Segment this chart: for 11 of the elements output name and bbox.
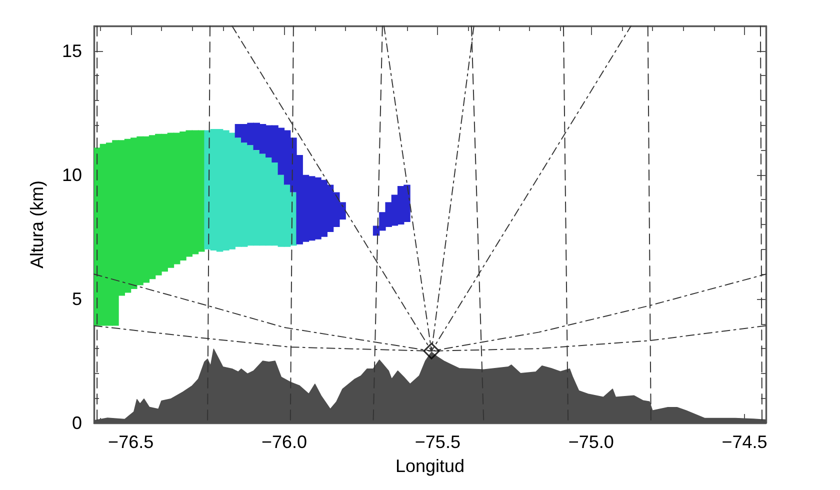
x-axis-title: Longitud — [395, 456, 465, 476]
x-tick-label: −75.0 — [568, 432, 614, 452]
y-tick-label: 10 — [62, 164, 82, 185]
y-tick-label: 15 — [62, 40, 82, 61]
x-tick-label: −75.5 — [414, 432, 460, 452]
y-tick-label: 0 — [72, 413, 82, 433]
x-tick-label: −74.5 — [722, 432, 768, 452]
x-tick-label: −76.5 — [108, 432, 154, 452]
y-tick-label: 5 — [72, 288, 82, 309]
x-tick-label: −76.0 — [261, 432, 308, 452]
y-axis-title: Altura (km) — [27, 180, 47, 269]
